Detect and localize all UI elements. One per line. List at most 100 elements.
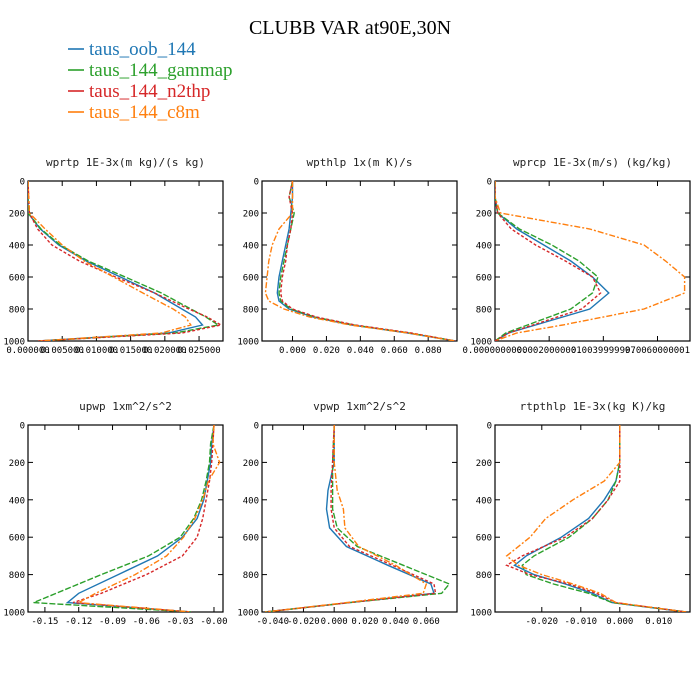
figure-title: CLUBB VAR at90E,30N (249, 17, 451, 39)
series-line-taus-144-n2thp (28, 181, 223, 341)
legend-label-1: taus_oob_144 (89, 39, 196, 60)
series-line-taus-144-c8m (264, 181, 456, 341)
y-tick-label: 800 (476, 306, 492, 316)
x-tick-label: -0.020 (526, 617, 559, 627)
x-tick-label: 0.020 (351, 617, 378, 627)
panel-3: wprcp 1E-3x(m/s) (kg/kg) 0 200 400 600 800 100… (462, 156, 691, 356)
panel-4: upwp 1xm^2/s^2 0 200 400 600 800 1000 -0.15 -0.1… (3, 400, 227, 627)
y-tick-label: 400 (476, 242, 492, 252)
y-tick-label: 400 (9, 242, 25, 252)
x-tick-label: -0.010 (565, 617, 598, 627)
x-tick-label: 0.020 (313, 346, 340, 356)
series-line-taus-oob-144 (28, 181, 204, 341)
series-line-taus-144-c8m (28, 181, 192, 341)
x-tick-label: -0.020 (287, 617, 320, 627)
y-tick-label: 600 (476, 274, 492, 284)
x-tick-label: -0.00 (200, 617, 227, 627)
x-tick-label: 0.000 (321, 617, 348, 627)
panel-title: wpthlp 1x(m K)/s (307, 156, 413, 169)
y-tick-label: 600 (243, 534, 259, 544)
x-tick-label: 0.000000 (6, 346, 49, 356)
plot-frame (261, 424, 458, 613)
series-line-taus-144-n2thp (505, 425, 687, 612)
panel-1: wprtp 1E-3x(m kg)/(s kg) 0 200 400 600 800 100… (3, 156, 224, 356)
series-line-taus-144-c8m (265, 425, 428, 612)
legend-label-2: taus_144_gammap (89, 60, 233, 81)
panel-2: wpthlp 1x(m K)/s 0 200 400 600 800 1000 0.000 0.… (237, 156, 458, 356)
x-tick-label: 0.0060000001 (625, 346, 690, 356)
plot-frame (27, 180, 224, 342)
series-line-taus-144-gammap (33, 425, 215, 612)
x-tick-label: 0.005000 (41, 346, 84, 356)
x-tick-label: 0.010 (645, 617, 672, 627)
series-line-taus-144-c8m (76, 425, 221, 612)
x-tick-label: -0.15 (31, 617, 58, 627)
y-tick-label: 800 (9, 306, 25, 316)
panel-title: wprtp 1E-3x(m kg)/(s kg) (46, 156, 205, 169)
y-tick-label: 400 (9, 496, 25, 506)
x-tick-label: 0.0020000001 (517, 346, 582, 356)
y-tick-label: 1000 (3, 609, 25, 619)
series-line-taus-oob-144 (513, 425, 687, 612)
x-tick-label: 0.060 (413, 617, 440, 627)
y-tick-label: 400 (243, 242, 259, 252)
series-line-taus-144-n2thp (495, 181, 602, 341)
x-tick-label: 0.040 (347, 346, 374, 356)
panel-title: upwp 1xm^2/s^2 (79, 400, 172, 413)
y-tick-label: 0 (20, 422, 25, 432)
series-line-taus-oob-144 (495, 181, 610, 341)
y-tick-label: 1000 (237, 609, 259, 619)
panel-title: vpwp 1xm^2/s^2 (313, 400, 406, 413)
panel-6: rtpthlp 1E-3x(kg K)/kg 0 200 400 600 800 1000 -… (470, 400, 691, 627)
plot-frame (494, 424, 691, 613)
y-tick-label: 0 (487, 178, 492, 188)
x-tick-label: -0.06 (133, 617, 160, 627)
plot-frame (494, 180, 691, 342)
y-tick-label: 0 (254, 178, 259, 188)
legend-item-4: taus_144_c8m (68, 102, 200, 123)
series-line-taus-144-gammap (265, 425, 451, 612)
x-tick-label: 0.025000 (177, 346, 220, 356)
x-tick-label: -0.09 (99, 617, 126, 627)
y-tick-label: 1000 (470, 609, 492, 619)
x-tick-label: 0.0039999997 (571, 346, 636, 356)
y-tick-label: 400 (476, 496, 492, 506)
y-tick-label: 1000 (470, 338, 492, 348)
panels: wprtp 1E-3x(m kg)/(s kg) 0 200 400 600 800 100… (3, 156, 691, 627)
y-tick-label: 0 (254, 422, 259, 432)
legend-label-4: taus_144_c8m (89, 102, 200, 123)
series-line-taus-oob-144 (276, 181, 456, 341)
y-tick-label: 0 (20, 178, 25, 188)
y-tick-label: 600 (9, 534, 25, 544)
series-line-taus-144-n2thp (72, 425, 215, 612)
x-tick-label: 0.040 (382, 617, 409, 627)
x-tick-label: 0.000 (606, 617, 633, 627)
series-line-taus-144-c8m (505, 425, 687, 612)
legend-item-2: taus_144_gammap (68, 60, 233, 81)
series-line-taus-144-gammap (495, 181, 599, 341)
panel-title: wprcp 1E-3x(m/s) (kg/kg) (513, 156, 672, 169)
y-tick-label: 800 (243, 306, 259, 316)
series-line-taus-144-gammap (28, 181, 221, 341)
y-tick-label: 200 (476, 459, 492, 469)
series-line-taus-144-n2thp (265, 425, 437, 612)
legend-item-3: taus_144_n2thp (68, 81, 210, 102)
y-tick-label: 800 (476, 571, 492, 581)
y-tick-label: 200 (243, 459, 259, 469)
y-tick-label: 200 (9, 210, 25, 220)
x-tick-label: -0.040 (256, 617, 289, 627)
x-tick-label: 0.000 (279, 346, 306, 356)
x-tick-label: -0.03 (167, 617, 194, 627)
y-tick-label: 1000 (3, 338, 25, 348)
y-tick-label: 1000 (237, 338, 259, 348)
legend: taus_oob_144 taus_144_gammap taus_144_n2… (68, 39, 233, 123)
y-tick-label: 200 (476, 210, 492, 220)
x-tick-label: 0.0000000000 (462, 346, 527, 356)
x-tick-label: 0.020000 (143, 346, 186, 356)
panel-5: vpwp 1xm^2/s^2 0 200 400 600 800 1000-0.040-0.… (237, 400, 458, 627)
y-tick-label: 600 (9, 274, 25, 284)
plot-frame (261, 180, 458, 342)
series-line-taus-144-c8m (495, 181, 686, 341)
y-tick-label: 800 (243, 571, 259, 581)
y-tick-label: 200 (243, 210, 259, 220)
